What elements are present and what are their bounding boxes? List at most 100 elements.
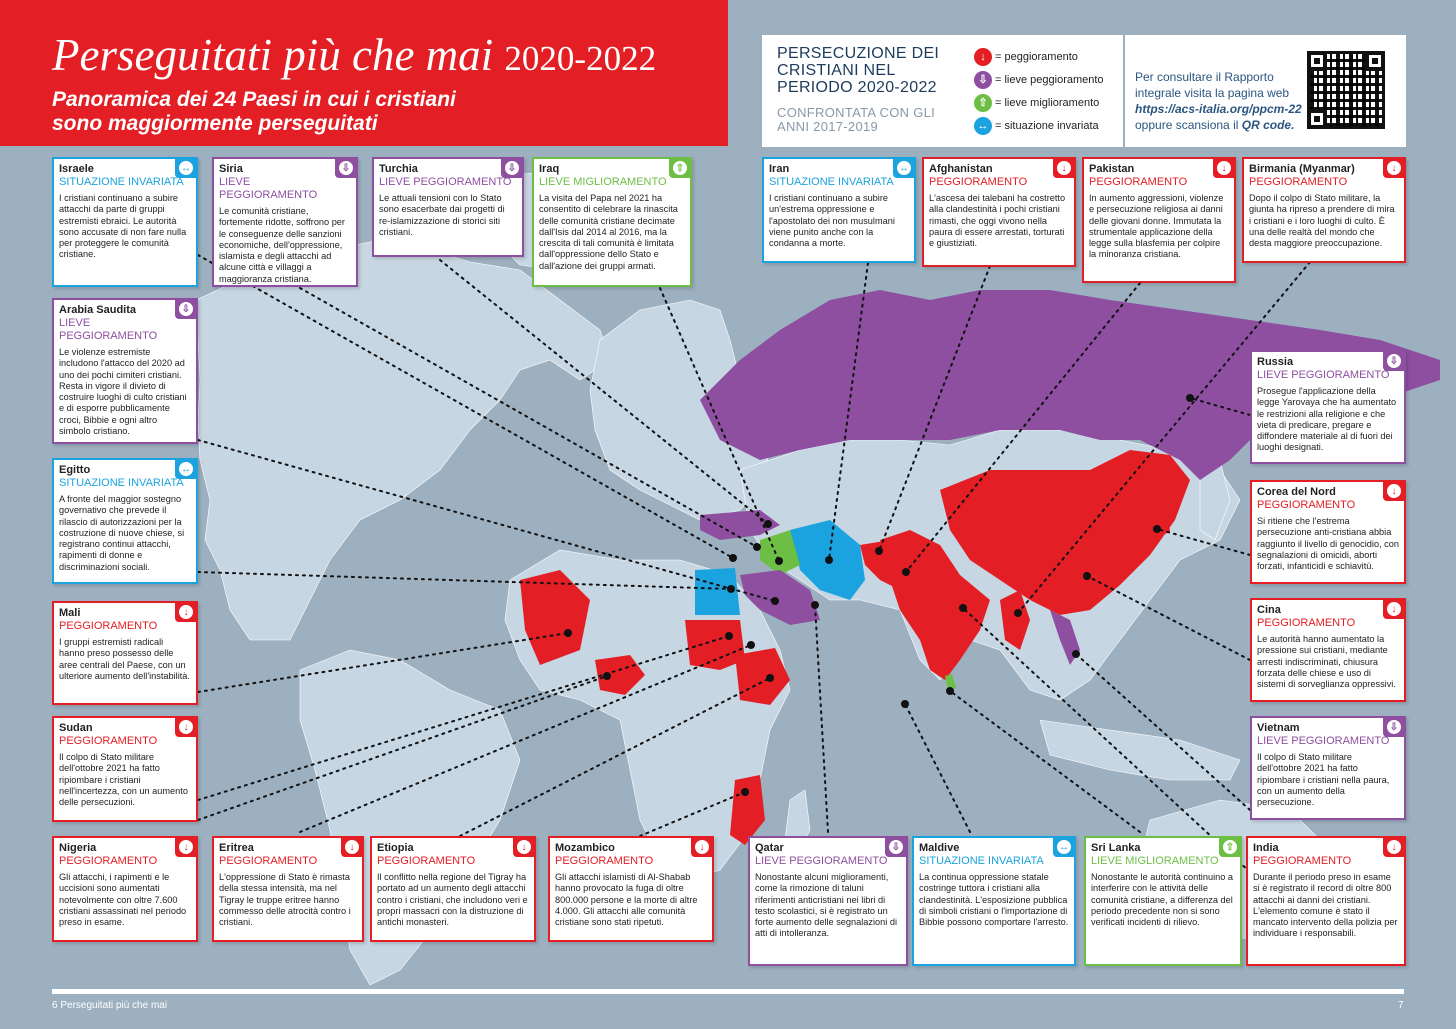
arrow-up-outline-icon: ⇧: [974, 93, 992, 112]
country-description: Il colpo di Stato militare dell'ottobre …: [1257, 752, 1390, 808]
country-description: Gli attacchi, i rapimenti e le uccisioni…: [59, 872, 187, 928]
trend-arrow-icon: ↓: [175, 717, 197, 737]
trend-arrow-icon: ⇧: [1219, 837, 1241, 857]
trend-arrow-icon: ↓: [513, 837, 535, 857]
country-card-cina: ↓ Cina PEGGIORAMENTO Le autorità hanno aume…: [1250, 598, 1406, 702]
country-name: Maldive: [919, 842, 960, 854]
country-description: Durante il periodo preso in esame si è r…: [1253, 872, 1398, 939]
trend-arrow-icon: ⇧: [669, 158, 691, 178]
country-card-siria: ⇩ Siria LIEVE PEGGIORAMENTO Le comunità cri…: [212, 157, 358, 287]
country-status: LIEVE MIGLIORAMENTO: [1091, 855, 1219, 867]
info-text: Per consultare il Rapporto integrale vis…: [1135, 70, 1290, 100]
legend-label: = situazione invariata: [995, 119, 1099, 132]
trend-arrow-icon: ↓: [175, 602, 197, 622]
arrow-both-icon: ↔: [974, 116, 992, 135]
country-status: PEGGIORAMENTO: [1249, 176, 1348, 188]
country-status: LIEVE PEGGIORAMENTO: [1257, 735, 1390, 747]
country-card-nigeria: ↓ Nigeria PEGGIORAMENTO Gli attacchi, i rap…: [52, 836, 198, 942]
country-card-eritrea: ↓ Eritrea PEGGIORAMENTO L'oppressione di St…: [212, 836, 364, 942]
country-description: Nonostante le autorità continuino a inte…: [1091, 872, 1233, 928]
trend-arrow-icon: ↓: [691, 837, 713, 857]
trend-arrow-icon: ↓: [1053, 158, 1075, 178]
mali-region: [520, 570, 590, 665]
country-status: PEGGIORAMENTO: [377, 855, 476, 867]
trend-arrow-icon: ↔: [175, 459, 197, 479]
country-card-etiopia: ↓ Etiopia PEGGIORAMENTO Il conflitto nella …: [370, 836, 536, 942]
country-description: Le comunità cristiane, fortemente ridott…: [219, 206, 345, 284]
country-description: La visita del Papa nel 2021 ha consentit…: [539, 193, 678, 271]
country-status: LIEVE PEGGIORAMENTO: [379, 176, 512, 188]
country-card-mali: ↓ Mali PEGGIORAMENTO I gruppi estremisti ra…: [52, 601, 198, 705]
report-link[interactable]: https://acs-italia.org/ppcm-22: [1135, 102, 1302, 116]
trend-arrow-icon: ↓: [175, 837, 197, 857]
qr-code-icon[interactable]: [1307, 51, 1385, 129]
footer-left: 6 Perseguitati più che mai: [52, 1000, 168, 1011]
report-info: Per consultare il Rapporto integrale vis…: [1135, 69, 1305, 133]
vietnam-region: [1050, 610, 1080, 665]
country-description: Le violenze estremiste includono l'attac…: [59, 347, 187, 437]
trend-arrow-icon: ↓: [1213, 158, 1235, 178]
mozambique-region: [730, 775, 765, 845]
country-name: Sudan: [59, 722, 93, 734]
legend-panel: PERSECUZIONE DEI CRISTIANI NEL PERIODO 2…: [762, 35, 1406, 147]
trend-arrow-icon: ↔: [893, 158, 915, 178]
country-description: Gli attacchi islamisti di Al-Shabab hann…: [555, 872, 698, 928]
legend-item-lieve-miglioramento: ⇧ = lieve miglioramento: [974, 91, 1104, 114]
country-name: Etiopia: [377, 842, 414, 854]
country-status: PEGGIORAMENTO: [219, 855, 318, 867]
trend-arrow-icon: ↔: [1053, 837, 1075, 857]
info-text-2: oppure scansiona il: [1135, 118, 1239, 132]
arrow-down-icon: ↓: [974, 47, 992, 66]
page-subtitle: Panoramica dei 24 Paesi in cui i cristia…: [52, 88, 456, 135]
country-status: LIEVE PEGGIORAMENTO: [219, 176, 318, 201]
country-name: Vietnam: [1257, 722, 1300, 734]
country-card-turchia: ⇩ Turchia LIEVE PEGGIORAMENTO Le attuali te…: [372, 157, 524, 257]
country-description: I gruppi estremisti radicali hanno preso…: [59, 637, 190, 681]
country-name: Russia: [1257, 356, 1294, 368]
country-description: Si ritiene che l'estrema persecuzione an…: [1257, 516, 1399, 572]
country-description: Il conflitto nella regione del Tigray ha…: [377, 872, 528, 928]
legend-label: = lieve miglioramento: [995, 96, 1100, 109]
country-name: Afghanistan: [929, 163, 993, 175]
country-status: SITUAZIONE INVARIATA: [59, 176, 184, 188]
arrow-down-outline-icon: ⇩: [974, 70, 992, 89]
country-status: PEGGIORAMENTO: [1253, 855, 1352, 867]
country-status: LIEVE MIGLIORAMENTO: [539, 176, 667, 188]
footer-page-number: 7: [1398, 1000, 1404, 1011]
trend-arrow-icon: ↓: [1383, 158, 1405, 178]
country-card-iraq: ⇧ Iraq LIEVE MIGLIORAMENTO La visita del Pa…: [532, 157, 692, 287]
country-name: Corea del Nord: [1257, 486, 1336, 498]
country-card-india: ↓ India PEGGIORAMENTO Durante il periodo pr…: [1246, 836, 1406, 966]
country-card-srilanka: ⇧ Sri Lanka LIEVE MIGLIORAMENTO Nonostante …: [1084, 836, 1242, 966]
country-name: Pakistan: [1089, 163, 1135, 175]
country-name: Birmania (Myanmar): [1249, 163, 1355, 175]
trend-arrow-icon: ⇩: [885, 837, 907, 857]
footer-divider: [52, 989, 1404, 994]
country-status: PEGGIORAMENTO: [929, 176, 1028, 188]
country-name: Israele: [59, 163, 94, 175]
country-description: Prosegue l'applicazione della legge Yaro…: [1257, 386, 1397, 453]
qr-label: QR code.: [1241, 118, 1295, 132]
country-card-pakistan: ↓ Pakistan PEGGIORAMENTO In aumento aggress…: [1082, 157, 1236, 283]
afghan-pak-region: [860, 540, 920, 590]
country-status: PEGGIORAMENTO: [59, 855, 158, 867]
country-name: Iraq: [539, 163, 560, 175]
title-banner: Perseguitati più che mai 2020-2022 Panor…: [0, 0, 728, 146]
country-description: I cristiani continuano a subire un'estre…: [769, 193, 895, 249]
trend-arrow-icon: ↓: [1383, 599, 1405, 619]
turkey-region: [700, 510, 780, 540]
country-status: PEGGIORAMENTO: [1089, 176, 1188, 188]
trend-arrow-icon: ↔: [175, 158, 197, 178]
trend-arrow-icon: ↓: [341, 837, 363, 857]
country-description: Nonostante alcuni miglioramenti, come la…: [755, 872, 897, 939]
country-card-sudan: ↓ Sudan PEGGIORAMENTO Il colpo di Stato mil…: [52, 716, 198, 822]
legend-title: PERSECUZIONE DEI CRISTIANI NEL PERIODO 2…: [777, 45, 940, 96]
country-name: India: [1253, 842, 1279, 854]
country-description: Le attuali tensioni con lo Stato sono es…: [379, 193, 505, 237]
country-name: Siria: [219, 163, 243, 175]
country-card-birmania: ↓ Birmania (Myanmar) PEGGIORAMENTO Dopo il …: [1242, 157, 1406, 263]
country-status: SITUAZIONE INVARIATA: [769, 176, 894, 188]
country-name: Qatar: [755, 842, 784, 854]
country-description: In aumento aggressioni, violenze e perse…: [1089, 193, 1224, 260]
country-name: Nigeria: [59, 842, 97, 854]
